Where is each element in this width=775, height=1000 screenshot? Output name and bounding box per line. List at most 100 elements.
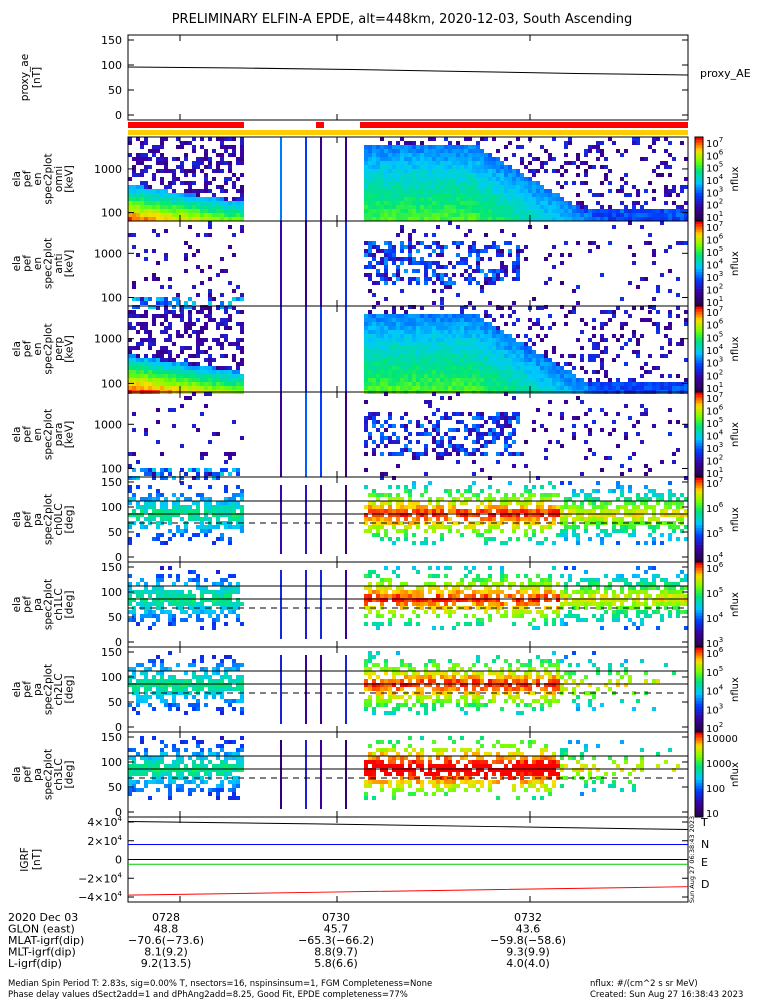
spectrogram-cell <box>392 173 396 177</box>
spectrogram-cell <box>596 497 600 501</box>
spectrogram-cell <box>404 185 408 189</box>
spectrogram-cell <box>144 330 148 334</box>
spectrogram-cell <box>408 501 412 505</box>
spectrogram-cell <box>552 217 556 221</box>
spectrogram-cell <box>424 444 428 448</box>
spectrogram-cell <box>220 141 224 145</box>
spectrogram-cell <box>520 177 524 181</box>
spectrogram-cell <box>488 157 492 161</box>
spectrogram-cell <box>672 460 676 464</box>
spectrogram-cell <box>648 468 652 472</box>
spectrogram-cell <box>536 322 540 326</box>
spectrogram-cell <box>644 382 648 386</box>
spectrogram-cell <box>512 265 516 269</box>
spectrogram-cell <box>664 501 668 505</box>
spectrogram-cell <box>428 265 432 269</box>
spectrogram-cell <box>428 354 432 358</box>
spectrogram-cell <box>240 193 244 197</box>
spectrogram-cell <box>552 193 556 197</box>
spectrogram-cell <box>580 354 584 358</box>
spectrogram-cell <box>228 517 232 521</box>
spectrogram-cell <box>552 137 556 141</box>
spectrogram-cell <box>428 322 432 326</box>
spectrogram-cell <box>540 509 544 513</box>
spectrogram-cell <box>520 382 524 386</box>
spectrogram-cell <box>444 217 448 221</box>
spectrogram-cell <box>220 386 224 390</box>
spectrogram-cell <box>176 509 180 513</box>
spectrogram-cell <box>432 386 436 390</box>
spectrogram-cell <box>392 541 396 545</box>
spectrogram-cell <box>488 497 492 501</box>
spectrogram-cell <box>684 310 688 314</box>
spectrogram-cell <box>152 201 156 205</box>
spectrogram-cell <box>592 213 596 217</box>
spectrogram-cell <box>416 261 420 265</box>
spectrogram-cell <box>436 157 440 161</box>
spectrogram-cell <box>128 537 132 541</box>
spectrogram-cell <box>552 382 556 386</box>
spectrogram-cell <box>408 358 412 362</box>
spectrogram-cell <box>500 265 504 269</box>
spectrogram-cell <box>388 173 392 177</box>
spectrogram-cell <box>428 366 432 370</box>
spectrogram-cell <box>160 476 164 480</box>
spectrogram-cell <box>608 213 612 217</box>
spectrogram-cell <box>168 374 172 378</box>
spectrogram-cell <box>140 193 144 197</box>
spectrogram-cell <box>500 277 504 281</box>
spectrogram-cell <box>380 213 384 217</box>
spectrogram-cell <box>440 386 444 390</box>
spectrogram-cell <box>160 181 164 185</box>
spectrogram-cell <box>520 193 524 197</box>
spectrogram-cell <box>556 366 560 370</box>
spectrogram-cell <box>432 165 436 169</box>
spectrogram-cell <box>376 314 380 318</box>
spectrogram-cell <box>640 366 644 370</box>
colorbar-swatch <box>695 283 703 287</box>
spectrogram-cell <box>516 386 520 390</box>
spectrogram-cell <box>436 149 440 153</box>
spectrogram-cell <box>240 157 244 161</box>
spectrogram-cell <box>464 513 468 517</box>
spectrogram-cell <box>464 269 468 273</box>
spectrogram-cell <box>388 362 392 366</box>
spectrogram-cell <box>448 322 452 326</box>
spectrogram-cell <box>412 205 416 209</box>
spectrogram-cell <box>476 448 480 452</box>
spectrogram-cell <box>452 350 456 354</box>
spectrogram-cell <box>436 153 440 157</box>
spectrogram-cell <box>372 213 376 217</box>
spectrogram-cell <box>228 209 232 213</box>
spectrogram-cell <box>384 362 388 366</box>
spectrogram-cell <box>608 205 612 209</box>
spectrogram-cell <box>468 157 472 161</box>
spectrogram-cell <box>520 145 524 149</box>
spectrogram-cell <box>548 153 552 157</box>
spectrogram-cell <box>404 386 408 390</box>
spectrogram-cell <box>440 297 444 301</box>
spectrogram-cell <box>504 362 508 366</box>
spectrogram-cell <box>524 509 528 513</box>
colorbar-swatch <box>695 170 703 174</box>
spectrogram-cell <box>412 213 416 217</box>
spectrogram-cell <box>392 161 396 165</box>
spectrogram-cell <box>416 169 420 173</box>
spectrogram-cell <box>224 452 228 456</box>
spectrogram-cell <box>128 217 132 221</box>
spectrogram-cell <box>452 157 456 161</box>
spectrogram-cell <box>448 374 452 378</box>
spectrogram-cell <box>452 281 456 285</box>
spectrogram-cell <box>128 350 132 354</box>
spectrogram-cell <box>500 249 504 253</box>
spectrogram-cell <box>168 358 172 362</box>
spectrogram-cell <box>580 330 584 334</box>
spectrogram-cell <box>468 229 472 233</box>
spectrogram-cell <box>500 370 504 374</box>
spectrogram-cell <box>624 386 628 390</box>
spectrogram-cell <box>164 301 168 305</box>
spectrogram-cell <box>660 209 664 213</box>
spectrogram-cell <box>472 326 476 330</box>
spectrogram-cell <box>440 440 444 444</box>
spectrogram-cell <box>384 269 388 273</box>
